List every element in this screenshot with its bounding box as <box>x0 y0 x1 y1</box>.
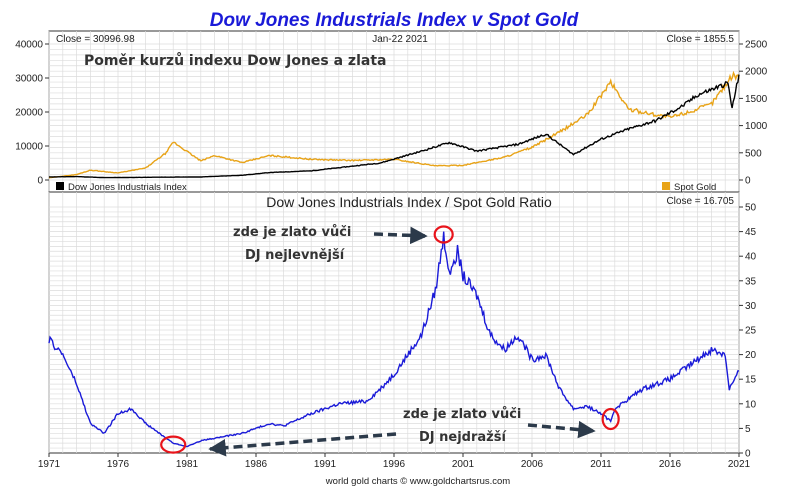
dow-jones-line <box>49 74 740 179</box>
left-tick-label: 0 <box>37 176 43 187</box>
ratio-tick-label: 5 <box>745 424 751 435</box>
ratio-line <box>48 231 740 448</box>
ratio-tick-label: 25 <box>745 326 757 337</box>
x-tick-label: 1971 <box>38 459 61 470</box>
legend-gold-swatch <box>662 182 670 190</box>
ratio-chart-title: Dow Jones Industrials Index / Spot Gold … <box>266 194 552 210</box>
right-tick-label: 500 <box>745 148 762 159</box>
dow-close-label: Close = 30996.98 <box>56 34 135 45</box>
right-tick-label: 1000 <box>745 121 768 132</box>
upper-grid <box>48 31 740 192</box>
right-tick-label: 2500 <box>745 40 768 51</box>
footer-credit: world gold charts © www.goldchartsrus.co… <box>325 476 510 487</box>
x-tick-label: 1996 <box>383 459 406 470</box>
left-tick-label: 40000 <box>15 40 43 51</box>
ratio-tick-label: 10 <box>745 399 757 410</box>
ratio-close-label: Close = 16.705 <box>666 196 734 207</box>
ratio-tick-label: 30 <box>745 301 757 312</box>
x-tick-label: 2001 <box>452 459 475 470</box>
x-tick-label: 2021 <box>728 459 751 470</box>
legend-dow-label: Dow Jones Industrials Index <box>68 182 187 193</box>
x-tick-label: 2016 <box>659 459 682 470</box>
x-axis-ticks: 1971 1976 1981 1986 1991 1996 2001 2006 2011 2016… <box>38 453 751 470</box>
x-tick-label: 1976 <box>107 459 130 470</box>
ratio-tick-label: 0 <box>745 449 751 460</box>
ratio-tick-label: 50 <box>745 203 757 214</box>
left-tick-label: 10000 <box>15 142 43 153</box>
x-tick-label: 2006 <box>521 459 544 470</box>
arrow-expensive-2011 <box>527 420 596 439</box>
lower-axis-ticks: 0 5 10 15 20 25 30 35 40 45 50 <box>739 203 757 460</box>
x-tick-label: 2011 <box>590 459 612 470</box>
ratio-tick-label: 45 <box>745 227 757 238</box>
highlight-circle-2011 <box>601 407 620 431</box>
right-tick-label: 2000 <box>745 67 768 78</box>
chart-title: Dow Jones Industrials Index v Spot Gold <box>210 10 579 31</box>
x-tick-label: 1991 <box>314 459 337 470</box>
gold-close-label: Close = 1855.5 <box>666 34 734 45</box>
x-tick-label: 1981 <box>176 459 199 470</box>
right-tick-label: 1500 <box>745 94 768 105</box>
legend-dow-swatch <box>56 182 64 190</box>
legend-gold-label: Spot Gold <box>674 182 716 193</box>
annotation-expensive-line1: zde je zlato vůči <box>403 407 521 422</box>
annotation-expensive-line2: DJ nejdražší <box>419 430 507 445</box>
ratio-tick-label: 35 <box>745 276 757 287</box>
highlight-circle-1980 <box>160 435 187 454</box>
right-tick-label: 0 <box>745 176 751 187</box>
arrow-expensive-1980 <box>208 432 397 457</box>
highlight-circle-cheapest <box>433 225 454 244</box>
annotation-cheapest-line2: DJ nejlevnější <box>245 248 346 263</box>
ratio-tick-label: 40 <box>745 252 757 263</box>
chart-subtitle: Poměr kurzů indexu Dow Jones a zlata <box>84 52 386 69</box>
left-tick-label: 20000 <box>15 108 43 119</box>
ratio-tick-label: 15 <box>745 375 757 386</box>
ratio-tick-label: 20 <box>745 350 757 361</box>
left-tick-label: 30000 <box>15 74 43 85</box>
upper-axis-ticks: 0 10000 20000 30000 40000 0 500 1000 1500 2000 250… <box>15 40 767 187</box>
lower-grid <box>48 192 740 453</box>
date-label: Jan-22 2021 <box>372 34 428 45</box>
arrow-cheapest <box>373 226 428 245</box>
x-tick-label: 1986 <box>245 459 268 470</box>
annotation-cheapest-line1: zde je zlato vůči <box>233 225 351 240</box>
